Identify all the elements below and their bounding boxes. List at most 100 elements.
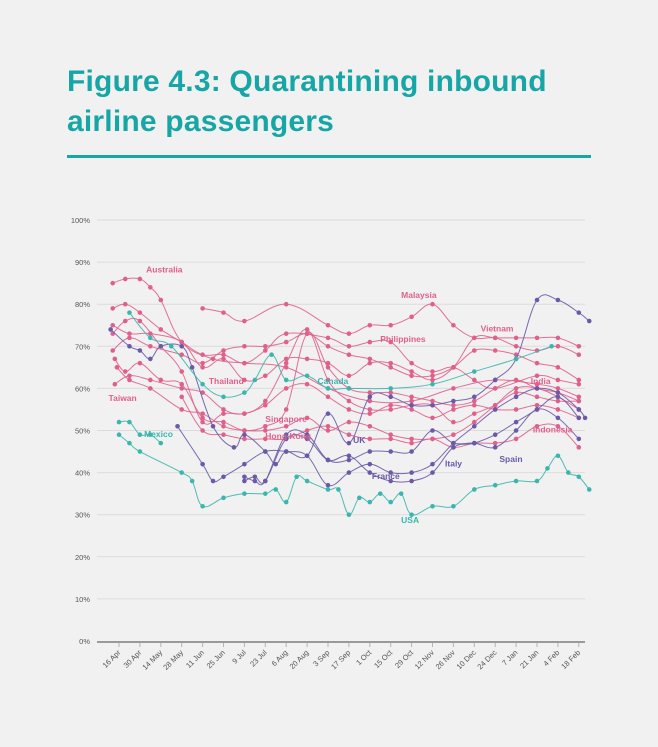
data-point [200,503,205,509]
data-point [513,386,519,391]
data-point [576,415,582,421]
data-point [409,436,414,442]
data-point [367,394,373,400]
data-point [304,478,310,484]
data-point [430,373,435,379]
data-point [534,386,540,391]
data-point [304,436,310,442]
x-tick-label: 11 Jun [184,648,206,670]
data-point [158,440,164,446]
data-point [555,423,561,429]
data-point [283,360,289,366]
data-point [110,280,116,286]
data-point [221,394,226,400]
data-point [576,352,582,358]
data-point [179,339,184,345]
data-point [576,445,582,450]
x-tick-label: 24 Dec [475,648,498,671]
data-point [367,470,373,475]
data-point [294,474,299,480]
data-point [116,419,122,425]
data-point [513,428,519,433]
series-label: Vietnam [481,324,514,334]
data-point [388,436,394,442]
data-point [545,466,550,471]
data-point [200,411,205,416]
data-point [304,428,310,433]
data-point [137,318,143,324]
data-point [409,402,414,408]
x-tick-label: 10 Dec [455,648,478,671]
data-point [451,322,456,328]
data-point [200,461,205,467]
data-point [513,335,519,341]
data-point [148,432,153,438]
x-tick-label: 21 Jan [518,648,540,670]
series-spain [242,407,582,486]
data-point [451,402,456,408]
data-point [492,335,498,341]
y-tick-label: 100% [71,216,91,225]
data-point [388,365,394,370]
data-point [242,428,247,433]
data-point [325,386,331,391]
data-point [388,402,394,408]
data-point [492,445,498,450]
data-point [114,365,120,370]
data-point [534,423,540,429]
y-axis-ticks: 0% 10% 20% 30% 40% 50% 60% 70% 80% 90% 100% [71,216,91,646]
data-point [367,411,373,416]
data-point [346,512,352,517]
data-point [200,352,205,358]
data-point [555,386,561,391]
series-label: Italy [445,458,462,468]
x-tick-label: 23 Jul [248,648,269,669]
data-point [513,356,519,362]
data-point [221,419,226,425]
data-point [409,369,414,374]
data-point [336,487,341,492]
data-point [210,423,216,429]
y-tick-label: 20% [75,553,90,562]
data-point [513,436,519,442]
x-tick-label: 25 Jun [205,648,227,670]
data-point [158,327,164,332]
data-point [430,398,435,404]
data-point [231,445,237,450]
data-point [179,369,184,374]
data-point [283,339,289,345]
x-tick-label: 4 Feb [541,648,561,668]
data-point [242,461,247,467]
data-point [137,449,143,454]
x-tick-label: 14 May [140,648,164,672]
series-usa [116,432,592,517]
series-labels: Australia Malaysia Philippines Vietnam Thail… [109,265,573,525]
y-tick-label: 10% [75,595,90,604]
data-point [263,423,268,429]
y-tick-label: 80% [75,300,90,309]
data-point [263,478,268,484]
data-point [283,331,289,336]
data-point [472,369,477,374]
series-label: France [372,471,400,481]
data-point [325,428,331,433]
data-point [555,390,561,395]
data-point [127,335,132,341]
series-malaysia [200,301,582,358]
series-label: Taiwan [109,393,137,403]
data-point [472,402,477,408]
data-point [242,360,247,366]
data-point [189,478,195,484]
data-point [555,365,561,370]
series-mexico [116,419,164,446]
data-point [200,415,205,421]
series-label: Malaysia [401,290,437,300]
data-point [346,470,352,475]
data-point [346,344,352,349]
data-point [492,402,498,408]
data-point [534,381,540,387]
data-point [492,377,498,383]
series-label: Thailand [209,376,244,386]
data-point [158,344,164,349]
